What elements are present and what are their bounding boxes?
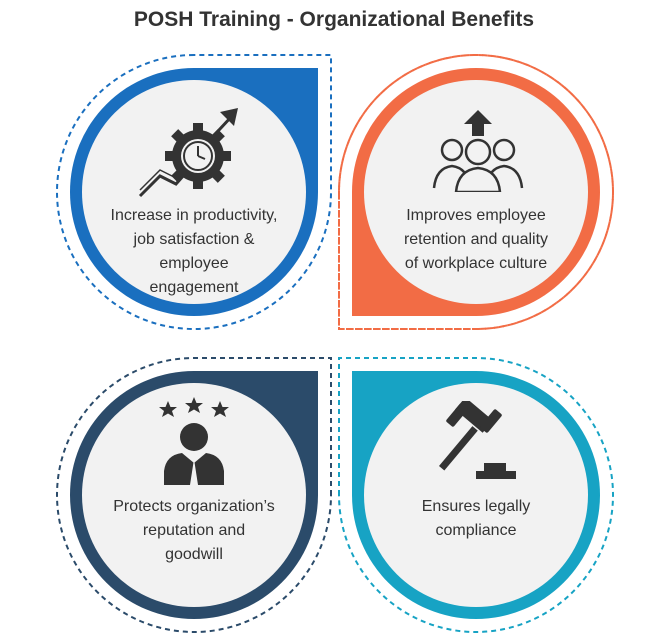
quadrant-frame [338, 54, 614, 330]
person-stars-icon [159, 397, 229, 485]
benefit-retention: Improves employee retention and quality … [336, 52, 616, 332]
benefit-compliance: Ensures legally compliance [336, 355, 616, 635]
benefit-reputation: Protects organization’s reputation and g… [54, 355, 334, 635]
benefit-label: Increase in productivity, job satisfacti… [110, 207, 278, 296]
gavel-icon [438, 401, 516, 479]
quadrant-frame [338, 357, 614, 633]
benefit-label: Ensures legally compliance [421, 498, 531, 539]
page-title: POSH Training - Organizational Benefits [133, 8, 535, 31]
quadrant-frame [56, 357, 332, 633]
benefit-label: Improves employee retention and quality … [403, 207, 549, 272]
people-group-icon [432, 110, 524, 192]
benefit-label: Protects organization’s reputation and g… [113, 498, 275, 563]
quadrant-frame [56, 54, 332, 330]
benefit-productivity: Increase in productivity, job satisfacti… [54, 52, 334, 332]
gear-clock-growth-icon [138, 108, 238, 198]
